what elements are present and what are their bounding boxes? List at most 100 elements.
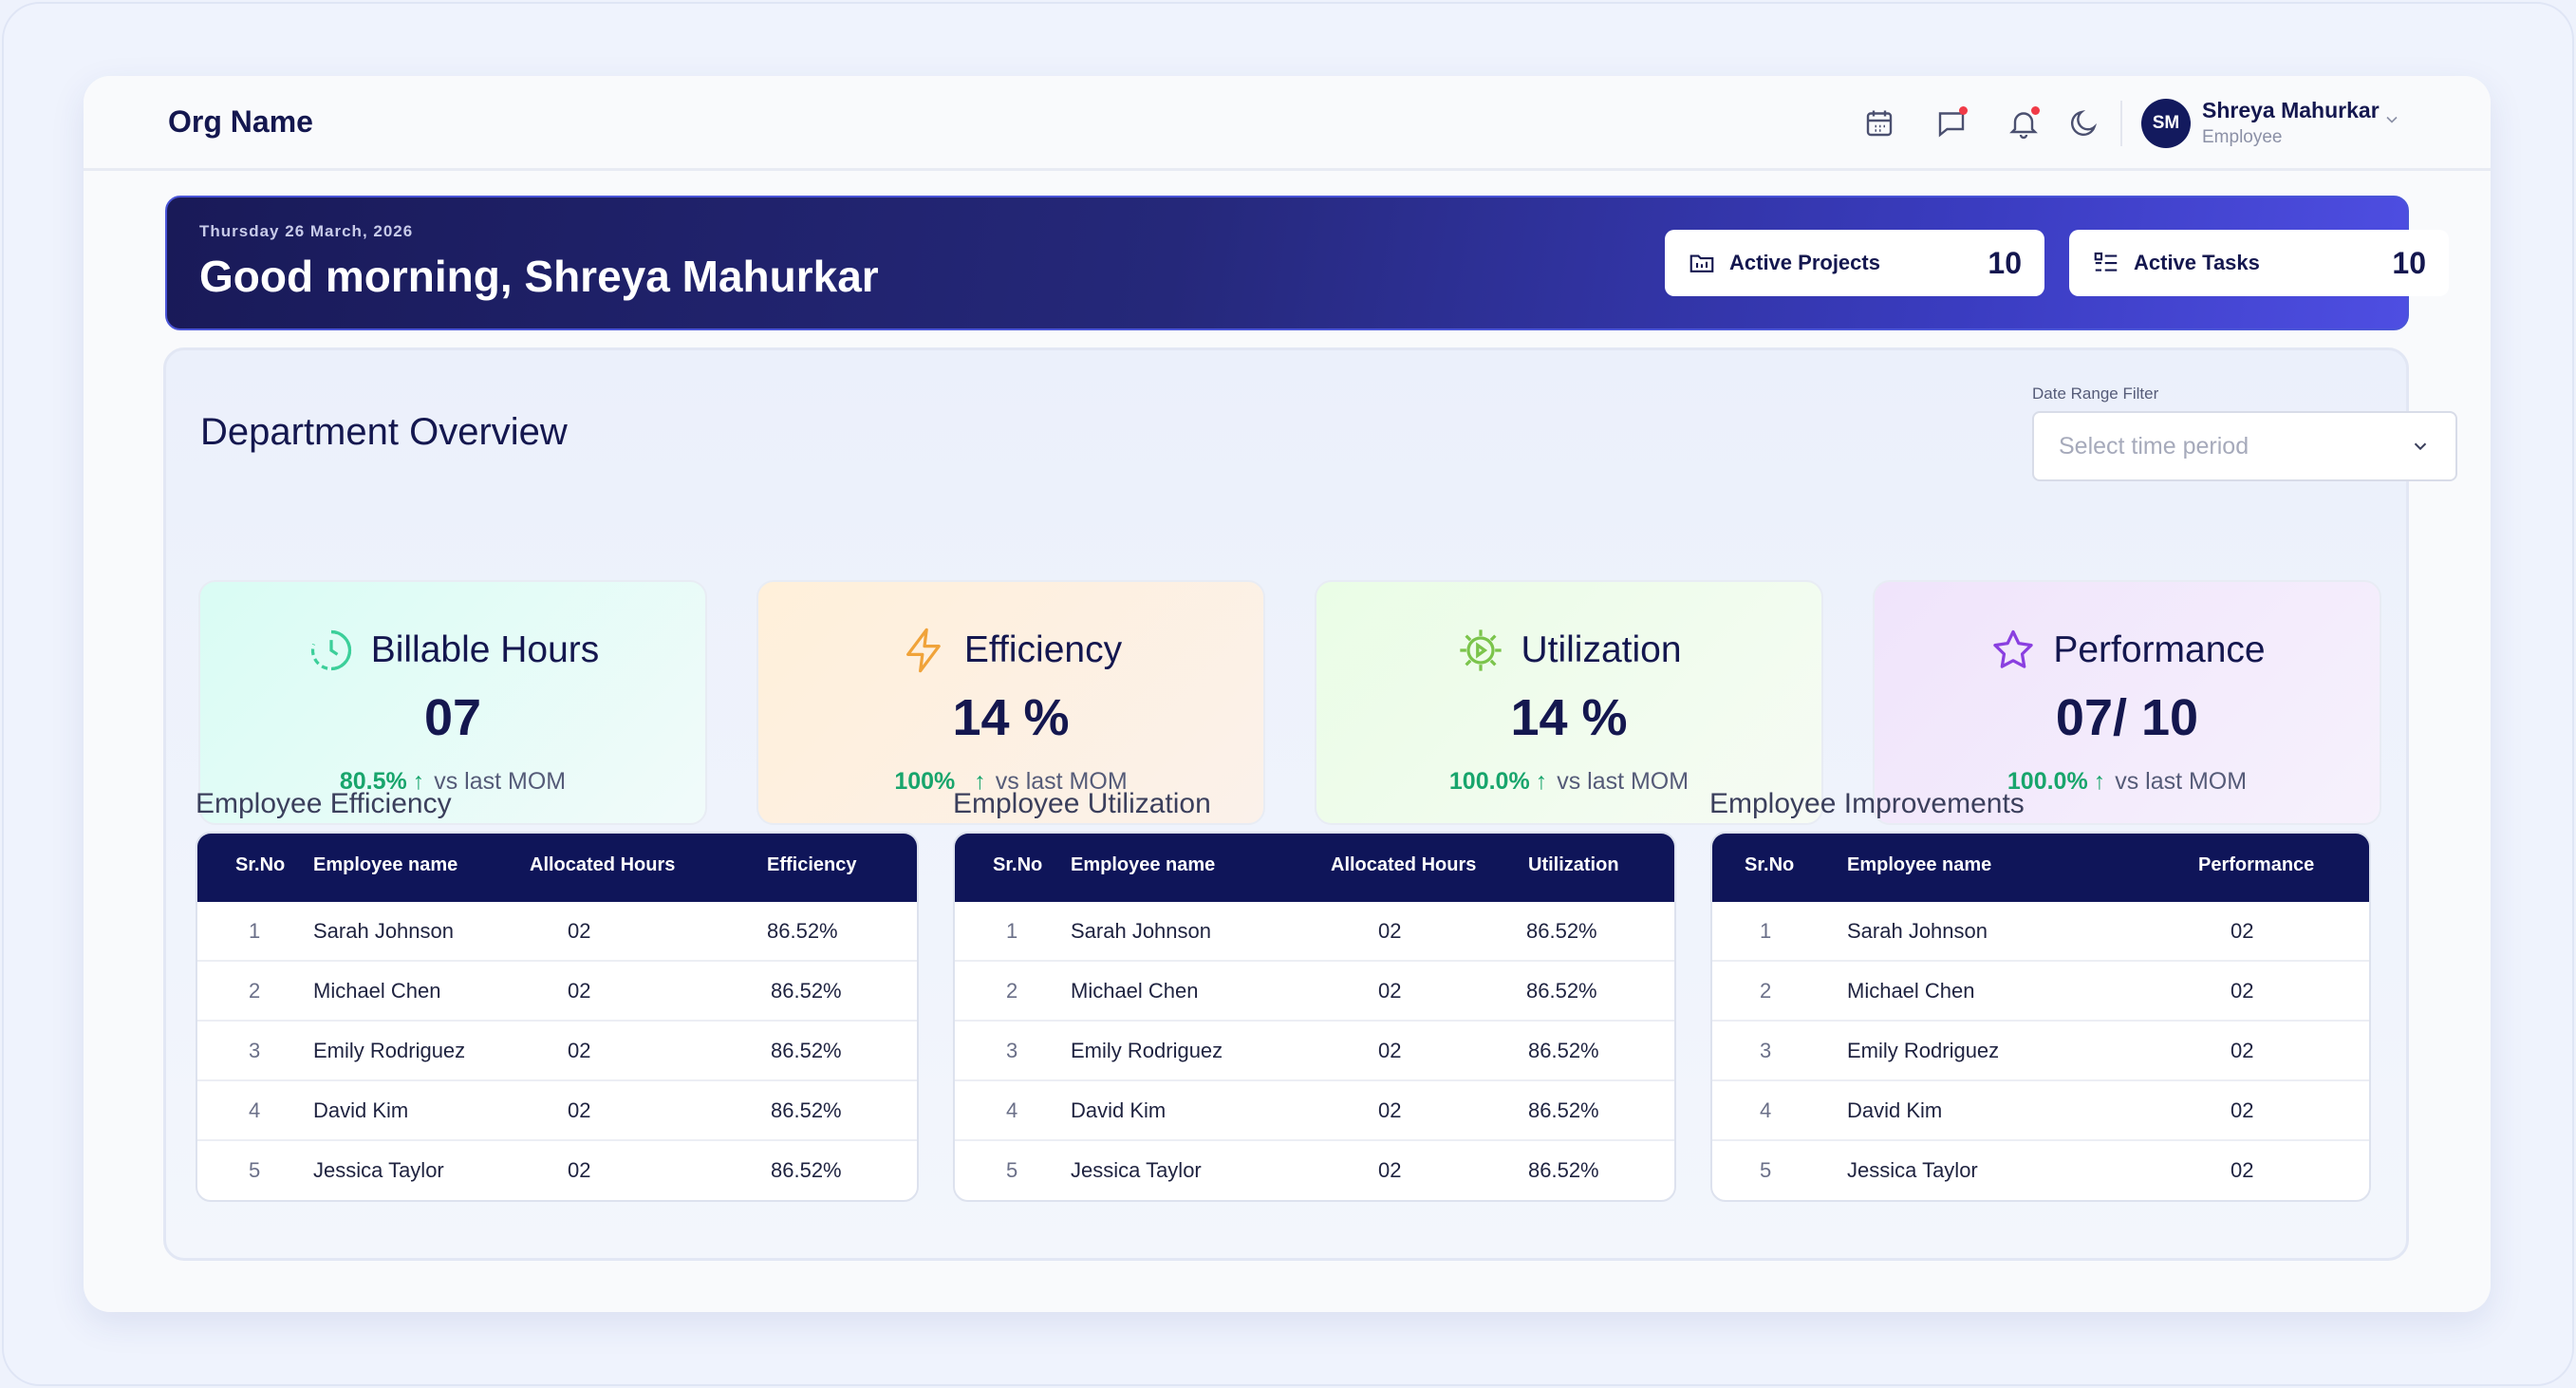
table-row[interactable]: 5 Jessica Taylor 02 xyxy=(1712,1141,2369,1200)
employee-name: Jessica Taylor xyxy=(313,1158,444,1182)
avatar[interactable]: SM xyxy=(2141,99,2191,148)
kpi-card-efficiency: Efficiency 14 % 100% ↑ vs last MOM xyxy=(756,580,1265,825)
efficiency-value: 86.52% xyxy=(771,1039,842,1062)
arrow-up-icon: ↑ xyxy=(974,768,986,795)
row-number: 2 xyxy=(1760,979,1772,1003)
kpi-compare: vs last MOM xyxy=(1557,768,1689,795)
row-number: 3 xyxy=(1760,1039,1772,1062)
employee-name: David Kim xyxy=(1071,1098,1167,1122)
table-row[interactable]: 2 Michael Chen 02 xyxy=(1712,962,2369,1022)
column-header[interactable]: Efficiency xyxy=(767,854,857,875)
employee-name: Michael Chen xyxy=(1071,979,1199,1003)
chevron-down-icon[interactable] xyxy=(2382,110,2401,129)
table-header: Sr.No Employee name Allocated Hours Effi… xyxy=(197,834,917,902)
star-icon xyxy=(1993,629,2034,668)
active-tasks-card[interactable]: Active Tasks 10 xyxy=(2069,230,2449,296)
employee-name: Emily Rodriguez xyxy=(1071,1039,1223,1062)
header-divider xyxy=(2120,101,2122,146)
allocated-hours: 02 xyxy=(568,1158,591,1182)
table-row[interactable]: 3 Emily Rodriguez 02 xyxy=(1712,1022,2369,1081)
employee-name: Jessica Taylor xyxy=(1847,1158,1978,1182)
table-row[interactable]: 5 Jessica Taylor 02 86.52% xyxy=(197,1141,917,1200)
row-number: 5 xyxy=(249,1158,261,1182)
performance-value: 02 xyxy=(2231,1158,2254,1182)
utilization-value: 86.52% xyxy=(1526,919,1597,943)
table-title-improvements: Employee Improvements xyxy=(1709,788,2025,819)
efficiency-value: 86.52% xyxy=(767,919,838,943)
utilization-value: 86.52% xyxy=(1528,1158,1599,1182)
row-number: 1 xyxy=(1006,919,1018,943)
column-header[interactable]: Utilization xyxy=(1528,854,1619,875)
column-header[interactable]: Sr.No xyxy=(1745,854,1795,875)
kpi-value: 07/ 10 xyxy=(2055,689,2199,746)
bell-icon[interactable] xyxy=(2007,106,2041,141)
row-number: 2 xyxy=(249,979,261,1003)
employee-name: Jessica Taylor xyxy=(1071,1158,1202,1182)
allocated-hours: 02 xyxy=(1378,1098,1402,1122)
table-title-efficiency: Employee Efficiency xyxy=(196,788,452,819)
section-title: Department Overview xyxy=(200,411,568,453)
allocated-hours: 02 xyxy=(1378,1039,1402,1062)
table-row[interactable]: 5 Jessica Taylor 02 86.52% xyxy=(955,1141,1674,1200)
table-row[interactable]: 2 Michael Chen 02 86.52% xyxy=(955,962,1674,1022)
kpi-value: 14 % xyxy=(1510,689,1628,746)
table-row[interactable]: 4 David Kim 02 xyxy=(1712,1081,2369,1141)
employee-utilization-table: Sr.No Employee name Allocated Hours Util… xyxy=(953,832,1676,1202)
table-header: Sr.No Employee name Allocated Hours Util… xyxy=(955,834,1674,902)
table-row[interactable]: 3 Emily Rodriguez 02 86.52% xyxy=(955,1022,1674,1081)
column-header[interactable]: Allocated Hours xyxy=(530,854,676,875)
utilization-value: 86.52% xyxy=(1528,1039,1599,1062)
moon-icon[interactable] xyxy=(2067,106,2101,141)
greeting-banner: Thursday 26 March, 2026 Good morning, Sh… xyxy=(165,196,2449,330)
column-header[interactable]: Allocated Hours xyxy=(1331,854,1477,875)
column-header[interactable]: Sr.No xyxy=(235,854,286,875)
kpi-change: 100.0% xyxy=(1448,768,1530,795)
table-row[interactable]: 4 David Kim 02 86.52% xyxy=(955,1081,1674,1141)
kpi-card-utilization: Utilization 14 % 100.0% ↑ vs last MOM xyxy=(1315,580,1823,825)
utilization-value: 86.52% xyxy=(1528,1098,1599,1122)
table-row[interactable]: 2 Michael Chen 02 86.52% xyxy=(197,962,917,1022)
table-row[interactable]: 1 Sarah Johnson 02 xyxy=(1712,902,2369,962)
active-projects-value: 10 xyxy=(1988,245,2022,280)
arrow-up-icon: ↑ xyxy=(2093,768,2106,795)
column-header[interactable]: Employee name xyxy=(313,854,458,875)
column-header[interactable]: Employee name xyxy=(1071,854,1216,875)
performance-value: 02 xyxy=(2231,1098,2254,1122)
column-header[interactable]: Performance xyxy=(2198,854,2315,875)
row-number: 3 xyxy=(249,1039,261,1062)
date-range-placeholder: Select time period xyxy=(2059,432,2249,460)
bell-unread-dot xyxy=(2031,106,2040,115)
task-list-icon xyxy=(2094,252,2118,272)
table-row[interactable]: 1 Sarah Johnson 02 86.52% xyxy=(955,902,1674,962)
table-row[interactable]: 4 David Kim 02 86.52% xyxy=(197,1081,917,1141)
active-projects-label: Active Projects xyxy=(1729,251,1880,274)
kpi-compare: vs last MOM xyxy=(434,768,567,795)
employee-improvements-table: Sr.No Employee name Performance 1 Sarah J… xyxy=(1710,832,2371,1202)
org-name: Org Name xyxy=(168,104,313,139)
column-header[interactable]: Sr.No xyxy=(993,854,1043,875)
kpi-title: Utilization xyxy=(1521,629,1682,670)
row-number: 4 xyxy=(1006,1098,1018,1122)
allocated-hours: 02 xyxy=(568,979,591,1003)
row-number: 4 xyxy=(249,1098,261,1122)
kpi-card-performance: Performance 07/ 10 100.0% ↑ vs last MOM xyxy=(1873,580,2381,825)
greeting-text: Good morning, Shreya Mahurkar xyxy=(199,252,879,301)
calendar-icon[interactable] xyxy=(1862,106,1896,141)
active-projects-card[interactable]: Active Projects 10 xyxy=(1665,230,2044,296)
chat-icon[interactable] xyxy=(1934,106,1969,141)
user-name[interactable]: Shreya Mahurkar xyxy=(2202,98,2380,122)
app-window: Org Name SM Shreya Mahurkar Employee Thu… xyxy=(84,76,2491,1312)
column-header[interactable]: Employee name xyxy=(1847,854,1992,875)
table-row[interactable]: 1 Sarah Johnson 02 86.52% xyxy=(197,902,917,962)
kpi-change: 100.0% xyxy=(2007,768,2088,795)
date-range-select[interactable]: Select time period xyxy=(2032,411,2457,481)
kpi-compare: vs last MOM xyxy=(2115,768,2248,795)
table-row[interactable]: 3 Emily Rodriguez 02 86.52% xyxy=(197,1022,917,1081)
employee-name: David Kim xyxy=(1847,1098,1943,1122)
allocated-hours: 02 xyxy=(568,919,591,943)
table-title-utilization: Employee Utilization xyxy=(953,788,1211,819)
date-range-filter-label: Date Range Filter xyxy=(2032,385,2159,403)
allocated-hours: 02 xyxy=(568,1098,591,1122)
employee-name: Sarah Johnson xyxy=(313,919,454,943)
row-number: 1 xyxy=(1760,919,1772,943)
